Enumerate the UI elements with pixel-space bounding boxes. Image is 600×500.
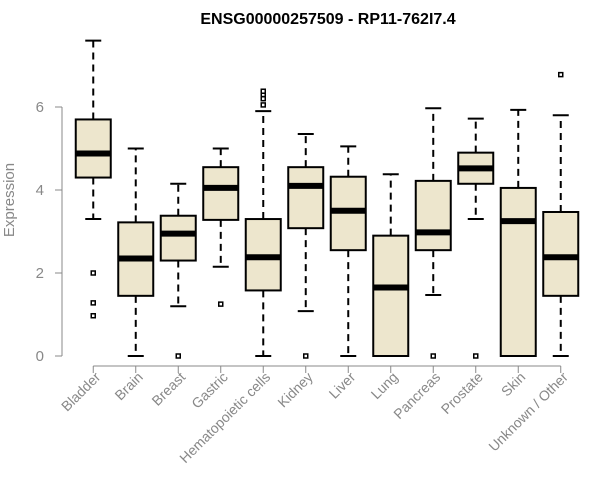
x-tick-label: Prostate [438,369,486,417]
box-series [74,39,580,359]
box-hematopoietic-cells [244,88,282,357]
outlier-point [260,88,266,94]
box-body [202,166,240,221]
y-tick-label: 6 [36,99,44,116]
y-tick-label: 4 [36,182,44,199]
outlier-point [430,353,436,359]
box-body [287,166,325,230]
box-lung [372,173,410,357]
outlier-point [175,353,181,359]
box-body [414,179,452,252]
x-tick-label: Lung [368,369,401,402]
outlier-point [260,102,266,108]
box-kidney [287,132,325,359]
box-breast [159,182,197,359]
x-tick-label: Unknown / Other [485,369,571,455]
y-tick-label: 2 [36,265,44,282]
outlier-point [218,301,224,307]
box-body [499,186,537,357]
chart-title: ENSG00000257509 - RP11-762I7.4 [200,11,455,28]
outlier-point [90,300,96,306]
box-liver [329,145,367,357]
x-tick-label: Breast [148,369,188,409]
box-body [159,214,197,262]
x-tick-label: Pancreas [390,369,443,422]
outlier-point [473,353,479,359]
box-gastric [202,147,240,307]
outlier-point [558,71,564,78]
x-tick-label: Skin [498,369,529,400]
y-tick-label: 0 [36,348,44,365]
box-bladder [74,39,112,319]
y-axis: 0 2 4 6 [36,99,63,365]
outlier-point [303,353,309,359]
box-body [372,234,410,357]
outlier-point [90,312,96,319]
box-skin [499,108,537,357]
x-tick-label: Bladder [58,369,104,415]
y-axis-label: Expression [1,163,18,237]
x-tick-label: Liver [326,369,359,402]
x-tick-label: Kidney [274,369,316,411]
box-brain [117,147,155,357]
box-unknown-other [542,71,580,357]
box-body [542,210,580,297]
x-tick-label: Brain [111,369,145,403]
box-body [74,118,112,179]
box-pancreas [414,107,452,359]
box-prostate [457,117,495,359]
outlier-point [90,270,96,276]
